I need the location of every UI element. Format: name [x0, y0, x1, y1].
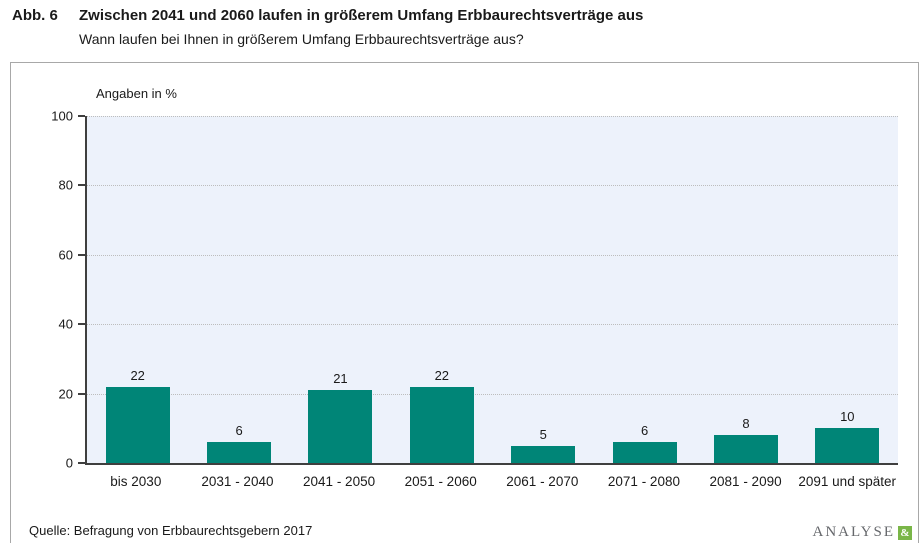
y-tick-label-60: 60 [58, 247, 73, 263]
figure-subtitle: Wann laufen bei Ihnen in größerem Umfang… [79, 31, 524, 47]
logo-ampersand-icon: & [898, 525, 912, 540]
y-tick-20 [78, 392, 85, 395]
bar-4 [511, 445, 576, 463]
bar-value-label-6: 8 [742, 416, 750, 432]
bar-value-label-5: 6 [640, 423, 649, 439]
bar-value-label-7: 10 [840, 409, 855, 425]
bar-value-label-0: 22 [130, 367, 145, 383]
x-category-label-5: 2071 - 2080 [607, 474, 680, 489]
gridline-40 [87, 324, 898, 326]
x-category-label-3: 2051 - 2060 [404, 474, 477, 489]
bar-group-4: 5 [493, 116, 594, 463]
bar-group-2: 21 [290, 116, 391, 463]
y-tick-label-80: 80 [58, 177, 73, 193]
bar-value-label-4: 5 [539, 426, 547, 442]
bar-5 [612, 442, 677, 463]
y-axis-title: Angaben in % [96, 86, 177, 101]
x-category-label-1: 2031 - 2040 [201, 474, 274, 489]
y-tick-label-100: 100 [51, 108, 73, 124]
bar-7 [815, 428, 880, 463]
y-tick-100 [78, 115, 85, 117]
gridline-60 [87, 254, 898, 256]
logo-text: ANALYSE [812, 524, 895, 540]
bar-group-1: 6 [188, 116, 289, 463]
plot-area: 22 6 21 22 5 6 8 10 [78, 115, 898, 465]
x-category-label-4: 2061 - 2070 [506, 474, 579, 489]
gridline-80 [87, 185, 898, 187]
y-tick-80 [78, 184, 85, 187]
y-axis-labels: 0 20 40 60 80 100 [11, 109, 73, 471]
y-tick-60 [78, 253, 85, 256]
bar-1 [207, 442, 272, 463]
bar-group-3: 22 [391, 116, 492, 463]
chart-panel: Angaben in % 0 20 40 60 80 100 22 6 21 22 5 6 8 10 b… [10, 62, 919, 543]
source-note: Quelle: Befragung von Erbbaurechtsgebern… [29, 523, 313, 538]
x-axis-labels: bis 2030 2031 - 2040 2041 - 2050 2051 - 206… [85, 474, 898, 489]
bar-value-label-2: 21 [333, 371, 348, 387]
x-category-label-7: 2091 und später [798, 474, 896, 489]
x-category-label-0: bis 2030 [110, 474, 162, 489]
bar-2 [308, 390, 373, 463]
y-tick-label-0: 0 [65, 455, 73, 471]
x-category-label-6: 2081 - 2090 [709, 474, 782, 489]
bar-group-0: 22 [87, 116, 188, 463]
bar-value-label-3: 22 [434, 367, 450, 383]
gridline-100 [87, 116, 898, 117]
bar-3 [409, 386, 474, 463]
bar-6 [713, 435, 778, 463]
y-tick-label-20: 20 [58, 386, 73, 402]
bar-value-label-1: 6 [235, 423, 243, 439]
x-category-label-2: 2041 - 2050 [303, 474, 376, 489]
logo: ANALYSE & [812, 524, 912, 541]
bar-group-5: 6 [594, 116, 695, 463]
figure-number: Abb. 6 [12, 7, 58, 24]
y-tick-40 [78, 323, 85, 326]
bar-0 [105, 386, 170, 463]
bar-group-7: 10 [797, 116, 898, 463]
y-tick-label-40: 40 [58, 316, 73, 332]
gridline-20 [87, 393, 898, 395]
y-tick-0 [78, 462, 85, 464]
bar-group-6: 8 [695, 116, 796, 463]
figure-title: Zwischen 2041 und 2060 laufen in größere… [79, 7, 644, 24]
